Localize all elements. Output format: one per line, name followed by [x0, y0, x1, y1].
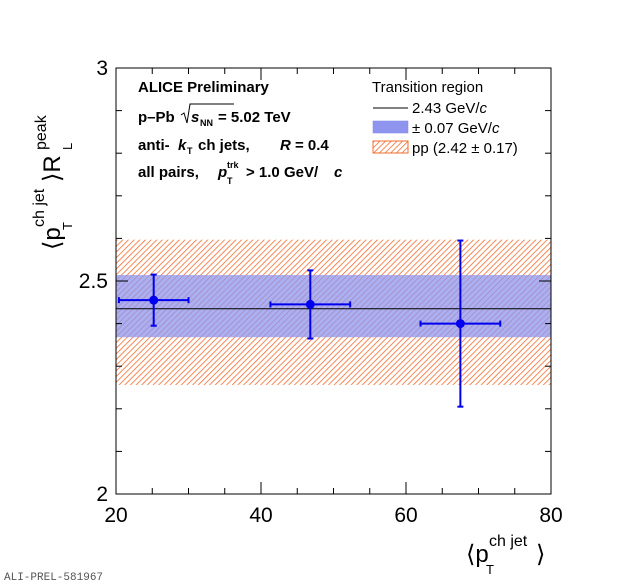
x-label-sub: T [486, 562, 494, 577]
ann2-s: s [191, 109, 199, 126]
ann4-sub: T [227, 176, 233, 186]
y-label-sup: ch jet [31, 188, 48, 227]
y-label-sub2: L [60, 143, 75, 150]
x-label-sup: ch jet [489, 533, 528, 550]
annotation-alice: ALICE Preliminary [138, 79, 270, 96]
annotation-pairs: all pairs, p T trk > 1.0 GeV/ c [138, 160, 343, 186]
ann3-k: k [178, 137, 187, 154]
legend-entry-line: 2.43 GeV/c [412, 100, 488, 117]
data-point-group [117, 273, 190, 327]
y-label-close: ⟩R [39, 155, 66, 182]
legend-title: Transition region [372, 79, 483, 96]
x-label-close: ⟩ [536, 541, 545, 568]
y-label-sup2: peak [33, 114, 50, 150]
x-tick-label: 80 [539, 504, 562, 527]
ann3-a: anti- [138, 137, 170, 154]
ann3-R: R [280, 137, 291, 154]
ann4-a: all pairs, [138, 164, 199, 181]
legend: Transition region 2.43 GeV/c ± 0.07 GeV/… [372, 79, 518, 157]
ann3-c: = 0.4 [295, 137, 329, 154]
legend-pp-swatch [372, 140, 409, 154]
x-tick-label: 20 [104, 504, 127, 527]
ann2-sub: NN [200, 118, 213, 128]
y-tick-label: 2.5 [79, 270, 108, 293]
y-label-main: ⟨p [39, 227, 66, 250]
y-tick-label: 2 [96, 483, 108, 506]
data-point [305, 299, 315, 309]
data-point-group [419, 239, 502, 408]
x-label-main: ⟨p [466, 541, 489, 568]
annotation-jets: anti- k T ch jets, R = 0.4 [138, 137, 329, 156]
data-point [455, 319, 465, 329]
data-point [149, 295, 159, 305]
preliminary-tag: ALI-PREL-581967 [4, 572, 103, 584]
annotation-system: p–Pb s NN = 5.02 TeV [138, 103, 291, 128]
sqrt-sign [180, 103, 234, 124]
ann3-b: ch jets, [198, 137, 250, 154]
ann2-a: p–Pb [138, 109, 175, 126]
svg-text:p–Pb: p–Pb [138, 109, 175, 126]
y-tick-label: 3 [96, 57, 108, 80]
ann2-b: = 5.02 TeV [218, 109, 291, 126]
x-axis-label: ⟨p T ch jet ⟩ [466, 533, 545, 577]
data-point-group [269, 269, 352, 340]
ann4-sup: trk [227, 160, 239, 170]
ann4-c: c [334, 164, 343, 181]
legend-entry-pp: pp (2.42 ± 0.17) [412, 140, 518, 157]
y-axis-label: ⟨p T ch jet ⟩R L peak [31, 114, 75, 250]
x-tick-label: 40 [249, 504, 272, 527]
legend-entry-band: ± 0.07 GeV/c [412, 120, 500, 137]
ann3-sub: T [187, 146, 193, 156]
ann4-b: > 1.0 GeV/ [246, 164, 319, 181]
ann4-p: p [217, 164, 227, 181]
legend-blue-swatch [372, 120, 409, 134]
transition-band [116, 275, 551, 338]
y-label-sub: T [60, 222, 75, 230]
x-tick-label: 60 [394, 504, 417, 527]
